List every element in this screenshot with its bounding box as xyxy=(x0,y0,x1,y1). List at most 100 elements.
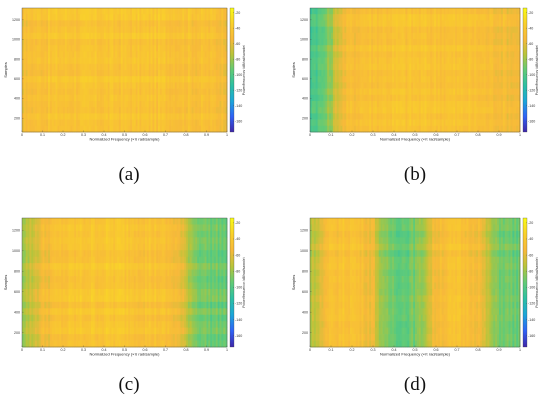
heatmap-cell xyxy=(489,94,492,102)
heatmap-cell xyxy=(499,113,502,120)
heatmap-cell xyxy=(445,76,448,83)
heatmap-cell xyxy=(178,39,181,46)
heatmap-cell xyxy=(430,107,433,114)
heatmap-cell xyxy=(418,119,422,127)
heatmap-cell xyxy=(355,107,359,114)
heatmap-cell xyxy=(172,63,176,71)
heatmap-cell xyxy=(156,218,159,225)
heatmap-cell xyxy=(76,88,79,96)
heatmap-cell xyxy=(439,26,443,34)
heatmap-cell xyxy=(87,32,90,40)
heatmap-cell xyxy=(376,76,380,83)
heatmap-cell xyxy=(182,218,185,225)
heatmap-cell xyxy=(141,107,144,114)
heatmap-cell xyxy=(94,8,97,15)
heatmap-cell xyxy=(57,82,60,89)
heatmap-cell xyxy=(376,94,380,102)
heatmap-cell xyxy=(395,125,399,133)
heatmap-cell xyxy=(72,39,75,46)
heatmap-cell xyxy=(76,20,79,27)
heatmap-cell xyxy=(376,20,380,27)
heatmap-cell xyxy=(53,94,56,102)
heatmap-cell xyxy=(131,107,135,114)
heatmap-cell xyxy=(29,32,32,40)
heatmap-cell xyxy=(449,70,452,77)
heatmap-cell xyxy=(104,119,107,127)
heatmap-cell xyxy=(182,82,185,89)
heatmap-cell xyxy=(225,82,228,89)
heatmap-cell xyxy=(334,39,338,46)
heatmap-cell xyxy=(388,70,391,77)
heatmap-cell xyxy=(350,70,353,77)
heatmap-cell xyxy=(491,57,494,65)
heatmap-cell xyxy=(90,224,94,232)
heatmap-cell xyxy=(72,230,75,238)
heatmap-cell xyxy=(152,218,155,225)
heatmap-cell xyxy=(128,224,131,232)
heatmap-cell xyxy=(329,119,332,127)
heatmap-cell xyxy=(51,20,55,27)
heatmap-cell xyxy=(187,94,191,102)
heatmap-cell xyxy=(451,94,454,102)
heatmap-cell xyxy=(146,26,150,34)
heatmap-cell xyxy=(219,51,222,58)
heatmap-cell xyxy=(72,20,75,27)
heatmap-cell xyxy=(352,82,355,89)
heatmap-cell xyxy=(159,125,163,133)
heatmap-cell xyxy=(474,70,477,77)
heatmap-cell xyxy=(384,14,387,21)
heatmap-cell xyxy=(70,70,73,77)
heatmap-cell xyxy=(35,119,38,127)
heatmap-cell xyxy=(353,57,357,65)
heatmap-cell xyxy=(87,218,90,225)
heatmap-cell xyxy=(137,82,140,89)
heatmap-cell xyxy=(472,70,475,77)
heatmap-cell xyxy=(443,63,446,71)
heatmap-cell xyxy=(331,45,334,52)
heatmap-cell xyxy=(331,88,334,96)
heatmap-cell xyxy=(184,88,187,96)
heatmap-cell xyxy=(331,51,334,58)
heatmap-cell xyxy=(413,14,416,21)
heatmap-cell xyxy=(100,107,103,114)
heatmap-cell xyxy=(217,63,220,71)
heatmap-cell xyxy=(428,101,431,108)
heatmap-cell xyxy=(392,45,395,52)
heatmap-cell xyxy=(384,8,387,15)
heatmap-cell xyxy=(178,20,181,27)
heatmap-cell xyxy=(74,26,77,34)
heatmap-cell xyxy=(150,76,153,83)
heatmap-cell xyxy=(76,125,79,133)
heatmap-cell xyxy=(137,88,140,96)
heatmap-cell xyxy=(315,26,318,34)
heatmap-cell xyxy=(202,39,205,46)
heatmap-cell xyxy=(382,8,385,15)
heatmap-cell xyxy=(163,70,166,77)
heatmap-cell xyxy=(504,32,507,40)
heatmap-cell xyxy=(76,119,79,127)
heatmap-cell xyxy=(74,88,77,96)
heatmap-cell xyxy=(150,70,153,77)
heatmap-cell xyxy=(165,63,168,71)
heatmap-cell xyxy=(332,63,336,71)
heatmap-cell xyxy=(407,70,410,77)
heatmap-cell xyxy=(146,51,150,58)
heatmap-cell xyxy=(348,32,351,40)
heatmap-cell xyxy=(453,94,456,102)
heatmap-cell xyxy=(350,14,353,21)
heatmap-cell xyxy=(390,20,393,27)
heatmap-cell xyxy=(105,8,109,15)
heatmap-cell xyxy=(483,39,486,46)
heatmap-cell xyxy=(441,32,444,40)
heatmap-cell xyxy=(115,82,118,89)
heatmap-cell xyxy=(331,82,334,89)
heatmap-cell xyxy=(105,224,109,232)
heatmap-cell xyxy=(137,51,140,58)
heatmap-cell xyxy=(105,82,109,89)
heatmap-cell xyxy=(63,82,66,89)
heatmap-cell xyxy=(150,88,153,96)
heatmap-cell xyxy=(167,26,170,34)
heatmap-cell xyxy=(369,119,372,127)
heatmap-cell xyxy=(217,119,220,127)
heatmap-cell xyxy=(497,70,500,77)
